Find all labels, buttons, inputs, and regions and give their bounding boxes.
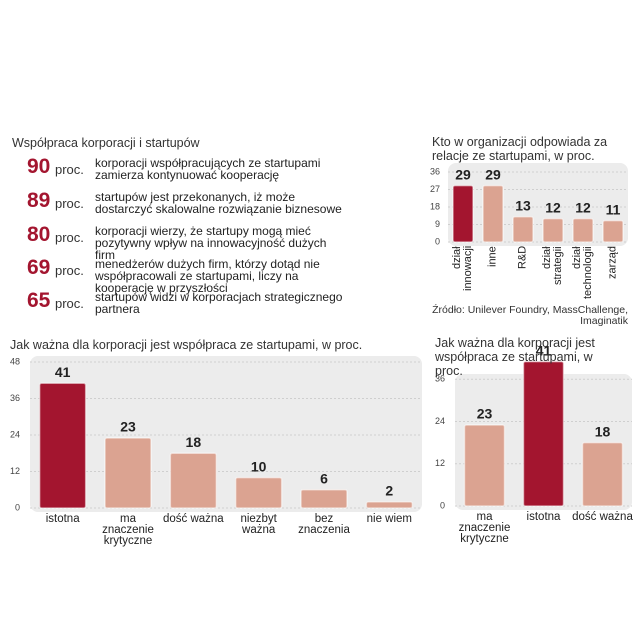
bar — [572, 217, 594, 243]
chart-title: Kto w organizacji odpowiada za relacje z… — [432, 135, 608, 163]
stat-number: 65 — [27, 289, 51, 312]
stats-title: Współpraca korporacji i startupów — [12, 136, 200, 150]
x-tick-label: nie wiem — [366, 513, 413, 525]
source: Źródło: Unilever Foundry, MassChallenge,… — [432, 304, 628, 327]
stat-unit: proc. — [55, 196, 84, 211]
stat-number: 89 — [27, 189, 51, 212]
bar — [522, 360, 565, 507]
bar — [104, 437, 152, 509]
chart-title: Jak ważna dla korporacji jest współpraca… — [10, 338, 363, 352]
value-label: 41 — [55, 364, 71, 380]
x-tick-label: zarząd — [606, 246, 619, 280]
y-tick-label: 0 — [15, 502, 20, 512]
plot-panel — [30, 356, 422, 512]
stat-unit: proc. — [55, 263, 84, 278]
stat-unit: proc. — [55, 162, 84, 177]
x-tick-label: dość ważna — [162, 513, 224, 525]
value-label: 23 — [477, 406, 493, 422]
value-label: 23 — [120, 419, 136, 435]
bar — [512, 215, 534, 243]
bar — [169, 452, 218, 509]
stat-unit: proc. — [55, 296, 84, 311]
bar — [300, 489, 348, 509]
stat-number: 80 — [27, 223, 51, 246]
bar — [234, 476, 283, 509]
x-tick-label: istotna — [45, 513, 80, 525]
chart-title: Jak ważna dla korporacji jest współpraca… — [435, 336, 595, 378]
y-tick-label: 24 — [435, 416, 445, 426]
bar — [38, 382, 87, 509]
stat-unit: proc. — [55, 230, 84, 245]
plot-panel — [448, 163, 628, 246]
bar — [542, 217, 564, 243]
value-label: 18 — [186, 434, 202, 450]
stat-text: korporacji współpracujących ze startupam… — [95, 156, 321, 182]
x-tick-label: ma znaczenie krytyczne — [458, 511, 511, 545]
value-label: 29 — [485, 166, 501, 182]
y-tick-label: 9 — [435, 219, 440, 229]
stat-text: menedżerów dużych firm, którzy dotąd nie… — [95, 257, 320, 295]
x-tick-label: inne — [486, 246, 499, 267]
x-tick-label: istotna — [526, 511, 561, 523]
stat-text: korporacji wierzy, że startupy mogą mieć… — [95, 224, 327, 262]
y-tick-label: 18 — [430, 201, 440, 211]
bar — [463, 424, 506, 507]
value-label: 12 — [575, 199, 591, 215]
bar — [602, 219, 624, 243]
value-label: 18 — [595, 423, 611, 439]
x-tick-label: dość ważna — [572, 511, 633, 523]
x-tick-label: dział strategii — [541, 246, 564, 285]
x-tick-label: niezbyt ważna — [240, 513, 277, 536]
bar — [365, 501, 414, 509]
x-tick-label: ma znaczenie krytyczne — [102, 513, 154, 547]
bar — [452, 184, 474, 243]
y-tick-label: 24 — [10, 429, 20, 439]
y-tick-label: 12 — [435, 458, 445, 468]
value-label: 6 — [320, 470, 328, 486]
y-tick-label: 12 — [10, 466, 20, 476]
stat-number: 90 — [27, 155, 51, 178]
value-label: 2 — [385, 483, 393, 499]
value-label: 13 — [515, 197, 531, 213]
y-tick-label: 27 — [430, 184, 440, 194]
value-label: 29 — [455, 166, 471, 182]
value-label: 12 — [545, 199, 561, 215]
x-tick-label: dział innowacji — [451, 246, 474, 292]
y-tick-label: 48 — [10, 356, 20, 366]
bar — [581, 441, 624, 507]
stat-number: 69 — [27, 256, 51, 279]
value-label: 10 — [251, 458, 267, 474]
x-tick-label: R&D — [516, 246, 529, 270]
y-tick-label: 0 — [440, 500, 445, 510]
y-tick-label: 36 — [430, 166, 440, 176]
y-tick-label: 36 — [435, 374, 445, 384]
x-tick-label: dział technologii — [571, 246, 594, 299]
x-tick-label: bez znaczenia — [298, 513, 350, 536]
y-tick-label: 36 — [10, 393, 20, 403]
bar — [482, 184, 504, 243]
value-label: 11 — [606, 201, 621, 217]
stat-text: startupów jest przekonanych, iż może dos… — [95, 190, 342, 216]
value-label: 41 — [536, 342, 552, 358]
stat-text: startupów widzi w korporacjach strategic… — [95, 290, 343, 316]
y-tick-label: 0 — [435, 236, 440, 246]
